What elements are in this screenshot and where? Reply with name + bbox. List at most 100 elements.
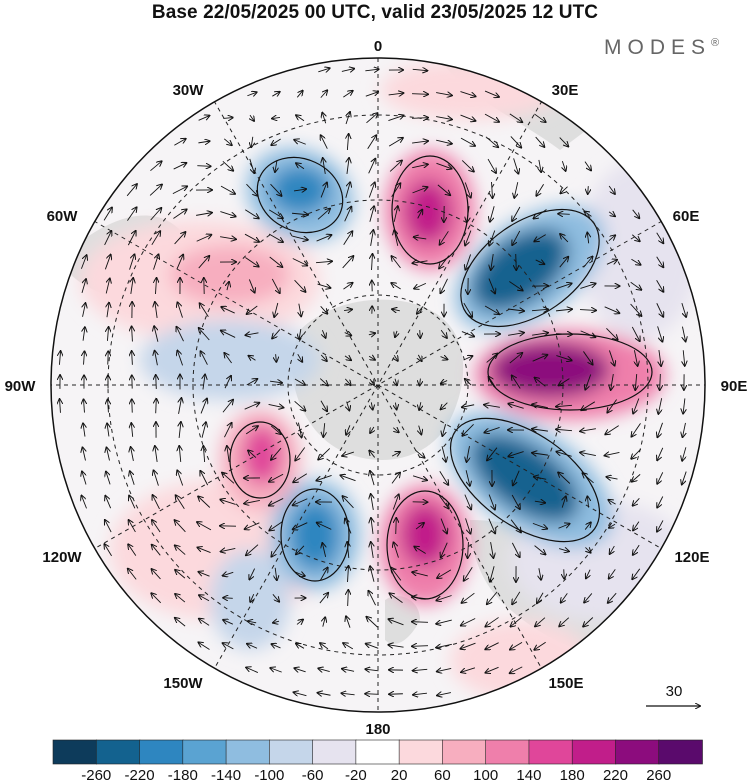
wind-vector-arrow [348,566,349,583]
contour [280,488,350,582]
wind-vector-arrow [587,233,588,244]
wind-vector-arrow [436,140,452,144]
wind-vector-arrow [268,404,284,407]
wind-vector-arrow [250,593,253,602]
wind-vector-arrow [484,90,499,97]
wind-vector-arrow [245,522,260,529]
wind-vector-arrow [440,329,447,338]
wind-vector-arrow [223,138,232,145]
wind-vector-arrow [588,186,589,194]
wind-vector-arrow [555,309,572,311]
wind-vector-arrow [270,183,282,196]
wind-vector-arrow [420,330,421,338]
wind-vector-arrow [368,159,376,174]
wind-vector-arrow [442,423,445,436]
wind-vector-arrow [510,136,521,147]
wind-vector-arrow [464,494,471,510]
wind-vector-arrow [436,162,451,168]
wind-vector-arrow [656,280,664,291]
wind-vector-arrow [294,378,305,385]
wind-vector-arrow [583,617,594,626]
wind-vector-arrow [294,668,306,672]
wind-vector-arrow [631,258,640,265]
wind-vector-arrow [246,667,259,673]
wind-vector-arrow [534,477,547,480]
wind-vector-arrow [632,209,640,218]
wind-vector-arrow [539,159,541,172]
pos-anomaly-170e-core [401,503,449,567]
wind-vector-arrow [465,379,472,386]
wind-vector-arrow [461,160,474,171]
wind-vector-arrow [395,378,397,386]
wind-vector-arrow [294,140,306,145]
wind-vector-arrow [200,303,209,317]
wind-vector-arrow [441,402,448,410]
wind-vector-arrow [269,498,284,505]
wind-vector-arrow [508,333,524,336]
wind-vector-arrow [248,279,254,292]
wind-vector-arrow [174,139,185,146]
wind-vector-arrow [81,279,86,293]
wind-vector-arrow [365,669,379,671]
colorbar-swatch [355,739,400,765]
wind-vector-arrow [579,310,596,311]
wind-vector-arrow [372,254,373,271]
wind-vector-arrow [246,544,259,556]
wind-vector-arrow [156,399,157,414]
wind-vector-arrow [221,331,236,338]
wind-vector-arrow [150,161,161,172]
wind-vector-arrow [224,423,231,438]
lon-label-150e: 150E [548,675,583,692]
wind-vector-arrow [59,351,60,365]
wind-vector-arrow [412,475,427,480]
wind-vector-arrow [484,427,500,432]
wind-vector-arrow [132,327,133,342]
wind-vector-arrow [341,693,355,695]
wind-vector-arrow [391,283,401,290]
colorbar-swatch [182,739,227,765]
wind-vector-arrow [83,303,86,317]
wind-vector-arrow [248,621,257,623]
wind-vector-arrow [223,620,234,624]
wind-vectors [59,68,686,695]
wind-vector-arrow [320,643,329,650]
wind-vector-arrow [657,496,664,508]
wind-vector-arrow [609,524,616,528]
wind-vector-arrow [583,351,592,364]
wind-vector-arrow [272,117,281,118]
wind-vector-arrow [343,643,354,650]
wind-vector-arrow [635,373,636,390]
wind-vector-arrow [368,182,374,198]
wind-vector-arrow [510,642,523,649]
wind-vector-arrow [464,182,470,197]
wind-vector-arrow [395,402,396,410]
wind-vector-arrow [489,377,496,388]
wind-vector-arrow [439,255,450,269]
wind-vector-arrow [370,471,375,486]
wind-vector-arrow [411,118,428,119]
wind-vector-arrow [368,356,375,360]
colorbar-swatch [571,739,617,765]
wind-vector-arrow [199,619,210,626]
wind-vector-arrow [268,209,283,218]
wind-vector-arrow [151,231,160,246]
wind-vector-arrow [395,330,397,337]
wind-vector-arrow [511,494,520,509]
wind-vector-arrow [606,260,617,265]
wind-vector-arrow [559,617,570,627]
wind-vector-arrow [492,181,493,198]
wind-vector-arrow [223,118,232,119]
wind-vector-arrow [682,447,686,460]
wind-vector-arrow [268,233,283,242]
wind-vector-arrow [84,399,85,413]
anomaly-shading [80,60,700,700]
wind-vector-arrow [440,278,448,293]
reference-vector: 30 [646,683,700,706]
wind-vector-arrow [388,138,403,147]
wind-vector-arrow [660,373,661,390]
wind-vector-arrow [391,183,401,197]
wind-vector-arrow [558,214,570,215]
reference-vector-label: 30 [666,683,683,700]
wind-vector-arrow [462,423,474,435]
wind-vector-arrow [512,230,521,245]
